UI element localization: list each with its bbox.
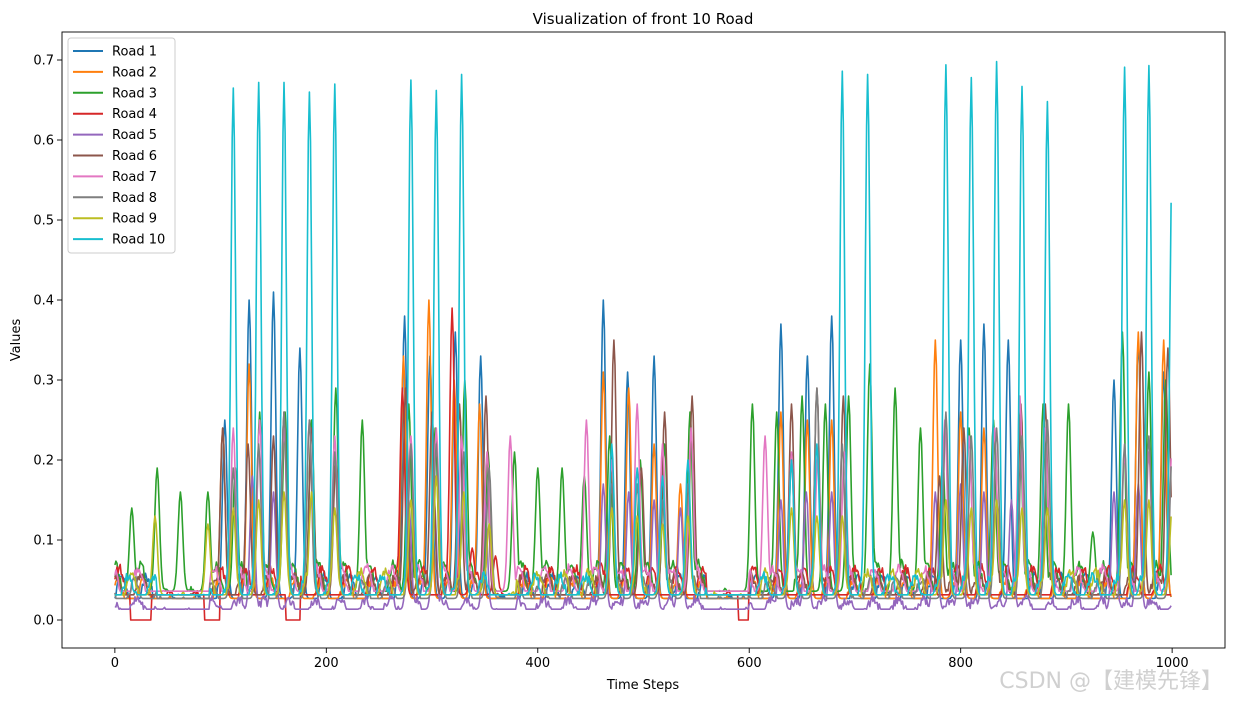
y-tick-label: 0.2 <box>33 454 54 469</box>
y-tick-label: 0.1 <box>33 534 54 549</box>
legend-entry-label: Road 8 <box>112 191 157 206</box>
watermark-text: CSDN @【建模先锋】 <box>999 669 1223 694</box>
legend-entry-label: Road 9 <box>112 212 157 227</box>
legend-entry-label: Road 4 <box>112 107 157 122</box>
plot-frame <box>61 31 1226 649</box>
x-tick-label: 1000 <box>1156 656 1189 671</box>
y-tick-label: 0.0 <box>33 614 54 629</box>
x-axis-label: Time Steps <box>606 678 680 693</box>
series-line-road-10 <box>114 60 1172 596</box>
legend-entry-label: Road 6 <box>112 149 157 164</box>
y-axis-label: Values <box>9 319 24 362</box>
y-tick-label: 0.3 <box>33 374 54 389</box>
legend-entry-label: Road 3 <box>112 86 157 101</box>
x-tick-label: 0 <box>111 656 119 671</box>
legend-entry-label: Road 5 <box>112 128 157 143</box>
legend-entry-label: Road 2 <box>112 65 157 80</box>
legend-entry-label: Road 7 <box>112 170 157 185</box>
series-line-road-5 <box>114 475 1172 610</box>
x-tick-label: 800 <box>948 656 973 671</box>
y-tick-label: 0.6 <box>33 134 54 149</box>
x-tick-label: 400 <box>525 656 550 671</box>
series-layer <box>114 60 1172 621</box>
legend-box <box>67 37 176 254</box>
series-line-road-4 <box>114 307 1172 621</box>
y-tick-label: 0.5 <box>33 214 54 229</box>
chart-title: Visualization of front 10 Road <box>533 10 754 28</box>
x-tick-label: 600 <box>737 656 762 671</box>
legend-entry-label: Road 1 <box>112 45 157 60</box>
x-tick-label: 200 <box>314 656 339 671</box>
legend-entry-label: Road 10 <box>112 233 165 248</box>
y-tick-label: 0.4 <box>33 294 54 309</box>
y-tick-label: 0.7 <box>33 54 54 69</box>
series-line-road-7 <box>114 395 1172 592</box>
x-axis: 0 200 400 600 800 1000 <box>111 648 1189 671</box>
y-axis: 0.0 0.1 0.2 0.3 0.4 0.5 0.6 0.7 <box>33 54 62 629</box>
legend: Road 1 Road 2 Road 3 Road 4 Road 5 Road 6 Road… <box>67 37 176 254</box>
